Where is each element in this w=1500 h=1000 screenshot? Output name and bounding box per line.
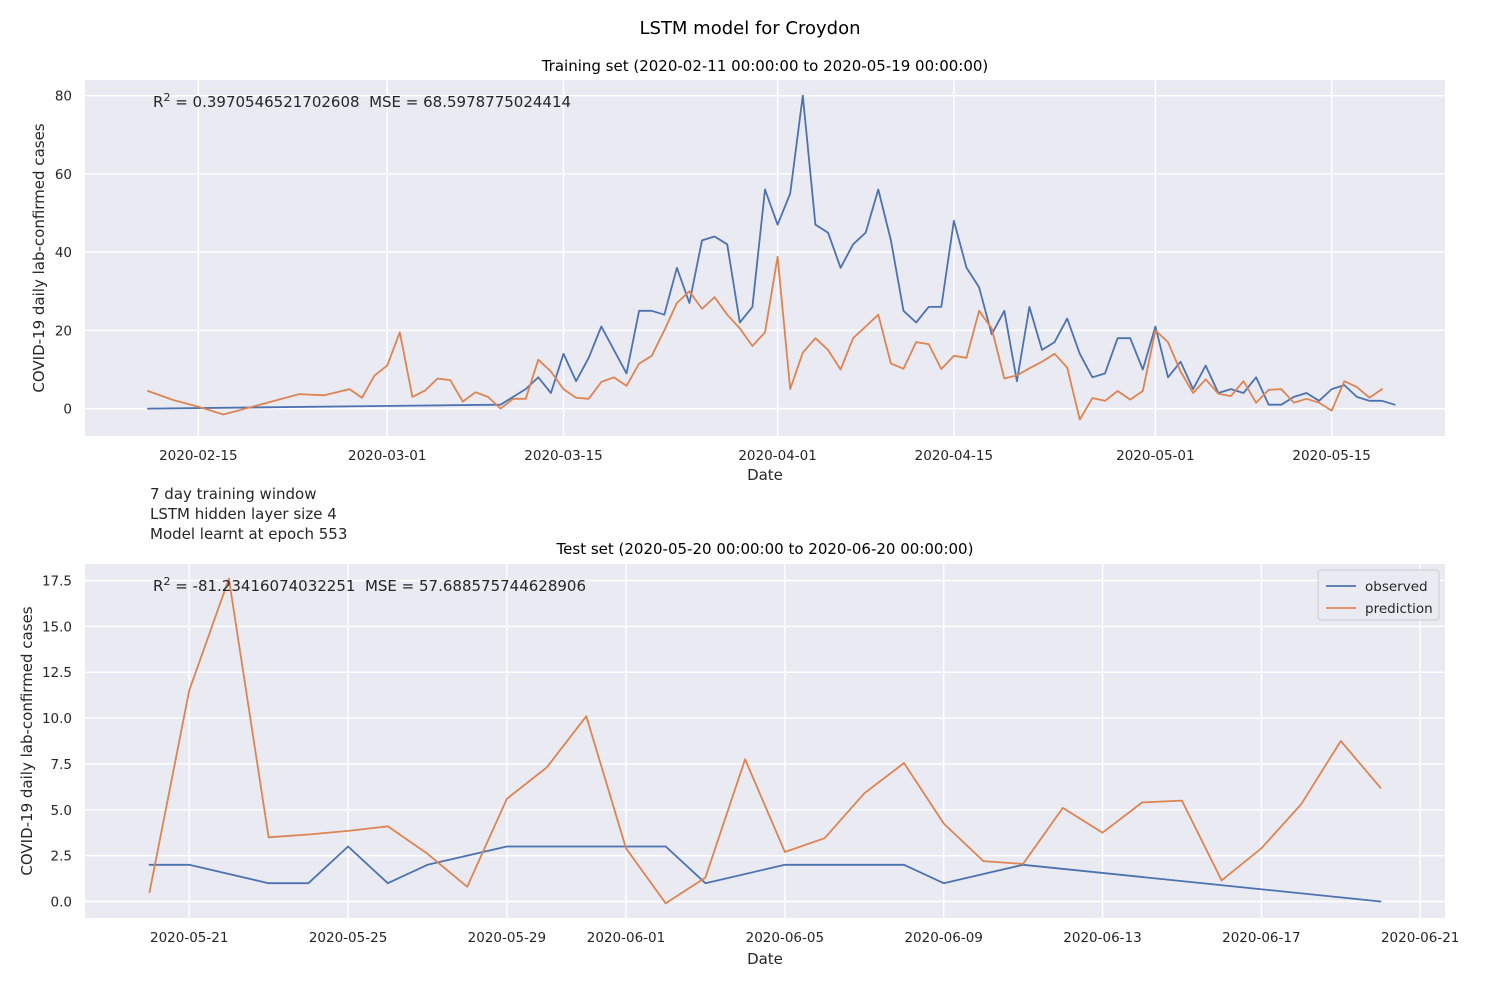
r2-superscript: 2 [163,91,170,104]
x-tick-label: 2020-04-15 [915,448,993,464]
chart-title: Training set (2020-02-11 00:00:00 to 202… [541,57,989,75]
y-tick-label: 80 [55,89,72,105]
y-tick-label: 20 [55,323,72,339]
x-tick-label: 2020-04-01 [738,448,816,464]
figure-title: LSTM model for Croydon [639,18,860,39]
y-tick-label: 2.5 [51,849,72,865]
legend-label-observed: observed [1365,579,1428,595]
info-line: 7 day training window [150,485,316,503]
observed-line [147,94,1396,410]
plot-area [85,564,1445,918]
x-tick-label: 2020-03-15 [524,448,602,464]
test-set-chart: 2020-05-21 2020-05-25 2020-05-29 2020-06-01… [18,540,1459,968]
y-tick-label: 40 [55,245,72,261]
y-tick-label: 12.5 [42,665,72,681]
info-line: Model learnt at epoch 553 [150,525,347,543]
y-tick-label: 10.0 [42,711,72,727]
r2-superscript: 2 [163,575,170,588]
x-tick-label: 2020-05-21 [150,930,228,946]
legend: observed prediction [1317,569,1440,621]
y-tick-label: 7.5 [51,757,72,773]
metrics-annotation: R2 = -81.23416074032251 MSE = 57.6885757… [153,575,586,595]
x-tick-label: 2020-06-21 [1381,930,1459,946]
x-tick-label: 2020-06-05 [746,930,824,946]
metrics-annotation: R2 = 0.3970546521702608 MSE = 68.5978775… [153,91,571,111]
x-tick-label: 2020-02-15 [159,448,237,464]
x-tick-label: 2020-06-01 [587,930,665,946]
y-tick-label: 0.0 [51,894,72,910]
prediction-line [148,577,1382,905]
x-tick-label: 2020-05-25 [309,930,387,946]
legend-label-prediction: prediction [1365,601,1433,617]
plot-area [85,80,1445,436]
x-tick-label: 2020-03-01 [348,448,426,464]
metrics-values: = 0.3970546521702608 MSE = 68.5978775024… [170,93,571,111]
training-set-chart: 2020-02-15 2020-03-01 2020-03-15 2020-04-01… [30,57,1445,484]
r2-label: R [153,577,163,595]
x-tick-label: 2020-05-15 [1292,448,1370,464]
x-tick-label: 2020-06-09 [904,930,982,946]
x-axis-label: Date [747,466,783,484]
metrics-values: = -81.23416074032251 MSE = 57.6885757446… [170,577,586,595]
x-tick-label: 2020-05-01 [1116,448,1194,464]
y-tick-label: 0 [63,402,72,418]
x-tick-label: 2020-06-17 [1222,930,1300,946]
x-tick-label: 2020-06-13 [1063,930,1141,946]
y-tick-label: 60 [55,167,72,183]
observed-line [148,845,1382,903]
x-tick-label: 2020-05-29 [468,930,546,946]
model-info: 7 day training window LSTM hidden layer s… [150,485,347,543]
chart-title: Test set (2020-05-20 00:00:00 to 2020-06… [556,540,974,558]
info-line: LSTM hidden layer size 4 [150,505,337,523]
prediction-line [147,255,1383,421]
y-tick-label: 17.5 [42,574,72,590]
y-axis-label: COVID-19 daily lab-confirmed cases [30,123,48,392]
y-axis-label: COVID-19 daily lab-confirmed cases [18,606,36,875]
y-tick-label: 5.0 [51,803,72,819]
y-tick-label: 15.0 [42,619,72,635]
r2-label: R [153,93,163,111]
x-axis-label: Date [747,950,783,968]
